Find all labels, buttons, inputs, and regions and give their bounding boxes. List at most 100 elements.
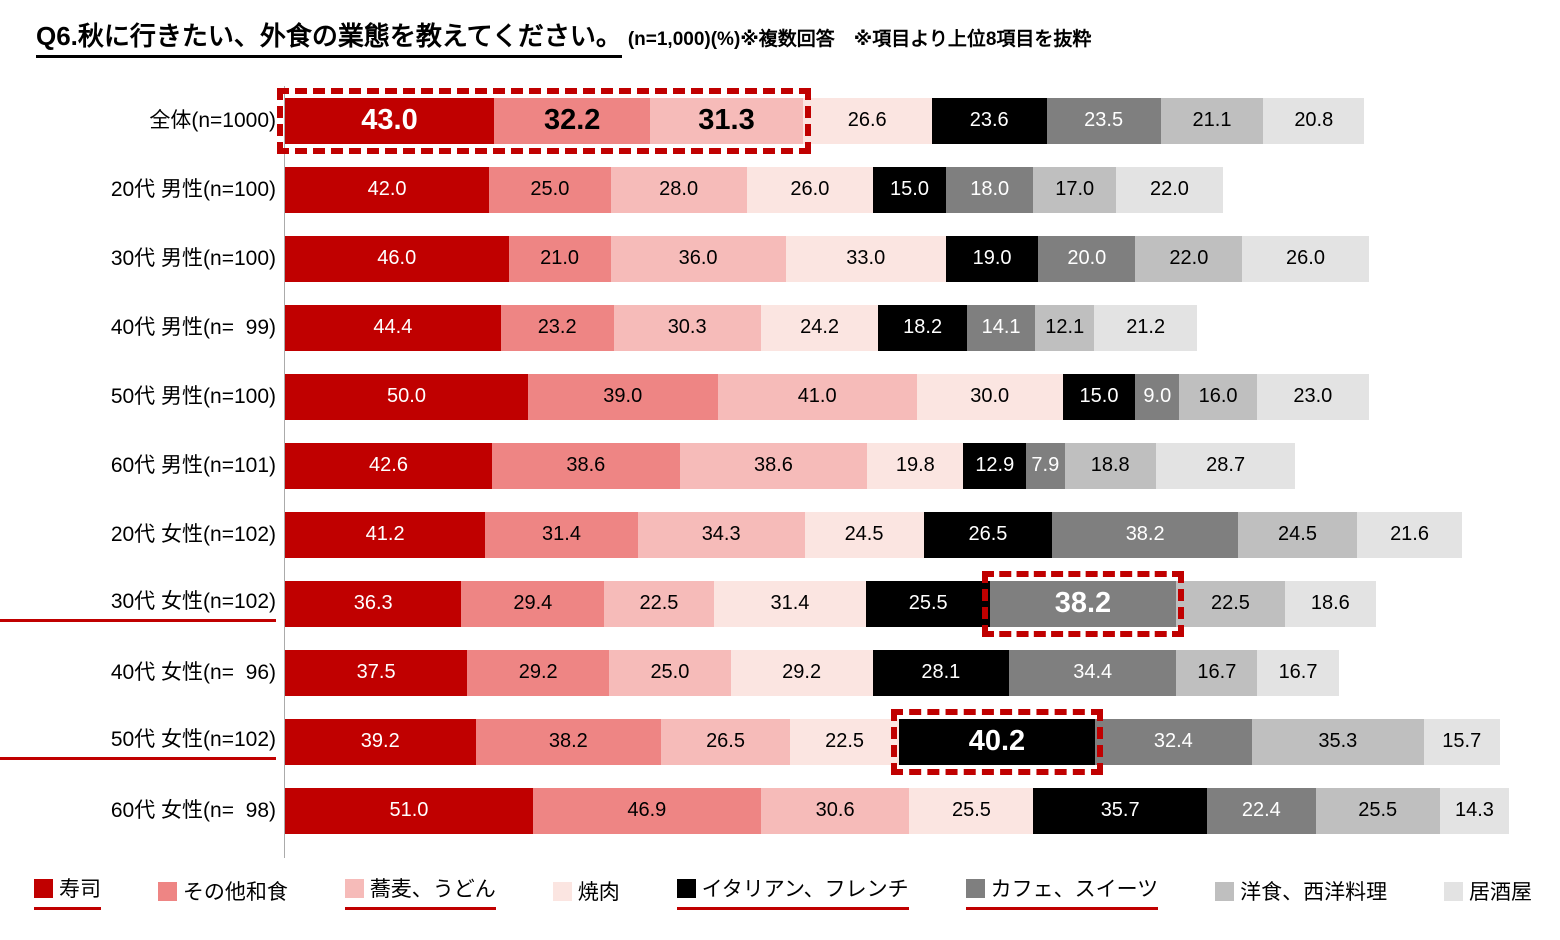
bar-segment: 24.5 (804, 511, 924, 558)
legend-item: 寿司 (34, 873, 101, 910)
bar-segment: 32.4 (1094, 718, 1253, 765)
stacked-bar: 42.6 38.6 38.6 19.8 12.9 7.9 18.8 28.7 (285, 442, 1296, 489)
legend-item: イタリアン、フレンチ (676, 873, 909, 910)
legend-item: カフェ、スイーツ (965, 873, 1159, 910)
bar-segment: 35.3 (1252, 718, 1424, 765)
bar-segment: 30.3 (613, 304, 761, 351)
row-label: 60代 女性(n= 98) (0, 794, 276, 828)
row-label-text: 20代 女性(n=102) (110, 522, 276, 546)
row-label: 40代 女性(n= 96) (0, 656, 276, 690)
bar-segment: 25.0 (609, 649, 731, 696)
stacked-bar: 37.5 29.2 25.0 29.2 28.1 34.4 16.7 16.7 (285, 649, 1339, 696)
bar-segment: 25.5 (866, 580, 991, 627)
bar-segment: 23.6 (931, 97, 1047, 144)
bar-segment: 46.0 (285, 235, 509, 282)
legend-label: 洋食、西洋料理 (1240, 881, 1388, 904)
bar-segment: 25.0 (489, 166, 611, 213)
bar-segment: 12.9 (963, 442, 1027, 489)
legend-item: 居酒屋 (1444, 876, 1532, 910)
legend-item: 焼肉 (552, 876, 620, 910)
chart-row: 40代 女性(n= 96) 37.5 29.2 25.0 29.2 28.1 34.4 16.… (0, 638, 1560, 707)
bar-segment: 39.0 (528, 373, 718, 420)
bar-segment: 9.0 (1135, 373, 1180, 420)
row-label: 50代 男性(n=100) (0, 380, 276, 414)
row-label-text: 60代 女性(n= 98) (110, 798, 276, 822)
row-label: 20代 男性(n=100) (0, 173, 276, 207)
stacked-bar: 44.4 23.2 30.3 24.2 18.2 14.1 12.1 21.2 (285, 304, 1198, 351)
bar-segment: 22.5 (604, 580, 714, 627)
row-label: 30代 女性(n=102) (0, 585, 276, 622)
legend-swatch (344, 878, 364, 898)
bar-segment: 29.4 (461, 580, 605, 627)
chart-header: Q6.秋に行きたい、外食の業態を教えてください。 (n=1,000)(%)※複数回… (0, 0, 1560, 58)
bar-segment: 22.4 (1206, 787, 1316, 834)
bar-segment: 21.6 (1357, 511, 1463, 558)
bar-segment: 19.8 (867, 442, 964, 489)
bar-segment: 22.5 (789, 718, 900, 765)
legend-label: 蕎麦、うどん (369, 878, 496, 901)
bar-segment: 24.5 (1237, 511, 1358, 558)
row-label: 60代 男性(n=101) (0, 449, 276, 483)
bar-segment: 23.2 (500, 304, 614, 351)
bar-segment: 18.0 (945, 166, 1034, 213)
legend-label: 焼肉 (577, 881, 620, 904)
stacked-bar-chart: 全体(n=1000) 43.0 32.2 31.3 26.6 23.6 23.5 21.1 20… (0, 86, 1560, 858)
bar-segment: 26.0 (746, 166, 874, 213)
bar-segment: 40.2 (899, 718, 1095, 765)
legend-label: イタリアン、フレンチ (701, 878, 909, 901)
legend-item: その他和食 (157, 876, 288, 910)
stacked-bar: 42.0 25.0 28.0 26.0 15.0 18.0 17.0 22.0 (285, 166, 1223, 213)
bar-segment: 22.5 (1175, 580, 1286, 627)
legend-label: 寿司 (59, 878, 101, 901)
stacked-bar: 51.0 46.9 30.6 25.5 35.7 22.4 25.5 14.3 (285, 787, 1510, 834)
bar-segment: 26.0 (1242, 235, 1369, 282)
row-label-text: 40代 女性(n= 96) (110, 660, 276, 684)
bar-segment: 38.6 (679, 442, 868, 489)
bar-segment: 21.0 (508, 235, 611, 282)
bar-segment: 26.5 (923, 511, 1053, 558)
row-label: 30代 男性(n=100) (0, 242, 276, 276)
legend-swatch (552, 881, 572, 901)
chart-row: 20代 女性(n=102) 41.2 31.4 34.3 24.5 26.5 38.2 24.… (0, 500, 1560, 569)
bar-segment: 26.5 (661, 718, 790, 765)
bar-segment: 41.2 (285, 511, 486, 558)
row-label: 50代 女性(n=102) (0, 723, 276, 760)
bar-segment: 19.0 (945, 235, 1039, 282)
bar-segment: 42.6 (285, 442, 493, 489)
bar-segment: 29.2 (467, 649, 610, 696)
row-label-text: 全体(n=1000) (149, 108, 276, 132)
bar-segment: 18.6 (1285, 580, 1376, 627)
stacked-bar: 50.0 39.0 41.0 30.0 15.0 9.0 16.0 23.0 (285, 373, 1369, 420)
bar-segment: 38.2 (990, 580, 1176, 627)
bar-segment: 14.1 (966, 304, 1036, 351)
bar-segment: 18.8 (1064, 442, 1156, 489)
bar-segment: 42.0 (285, 166, 490, 213)
bar-segment: 28.1 (872, 649, 1010, 696)
bar-segment: 20.8 (1263, 97, 1365, 144)
bar-segment: 31.4 (485, 511, 638, 558)
chart-legend: 寿司 その他和食 蕎麦、うどん 焼肉 イタリアン、フレンチ カフェ、スイーツ 洋食、西洋料理… (0, 873, 1560, 910)
bar-segment: 28.7 (1155, 442, 1296, 489)
row-label-text: 30代 男性(n=100) (110, 246, 276, 270)
chart-row: 30代 女性(n=102) 36.3 29.4 22.5 31.4 25.5 38.2 22.… (0, 569, 1560, 638)
legend-item: 洋食、西洋料理 (1215, 876, 1387, 910)
bar-segment: 38.6 (492, 442, 680, 489)
bar-segment: 22.0 (1135, 235, 1243, 282)
chart-row: 30代 男性(n=100) 46.0 21.0 36.0 33.0 19.0 20.0 22.… (0, 224, 1560, 293)
stacked-bar: 36.3 29.4 22.5 31.4 25.5 38.2 22.5 18.6 (285, 570, 1376, 637)
legend-swatch (1444, 881, 1463, 901)
bar-segment: 35.7 (1033, 787, 1207, 834)
bar-segment: 23.5 (1046, 97, 1161, 144)
bar-segment: 16.0 (1179, 373, 1257, 420)
bar-segment: 29.2 (730, 649, 873, 696)
bar-segment: 34.4 (1009, 649, 1177, 696)
chart-row: 60代 男性(n=101) 42.6 38.6 38.6 19.8 12.9 7.9 18.8… (0, 431, 1560, 500)
bar-segment: 7.9 (1026, 442, 1065, 489)
bar-segment: 30.6 (760, 787, 910, 834)
bar-segment: 37.5 (285, 649, 468, 696)
bar-segment: 36.3 (285, 580, 462, 627)
bar-segment: 32.2 (493, 97, 651, 144)
bar-segment: 18.2 (878, 304, 967, 351)
legend-item: 蕎麦、うどん (344, 873, 496, 910)
